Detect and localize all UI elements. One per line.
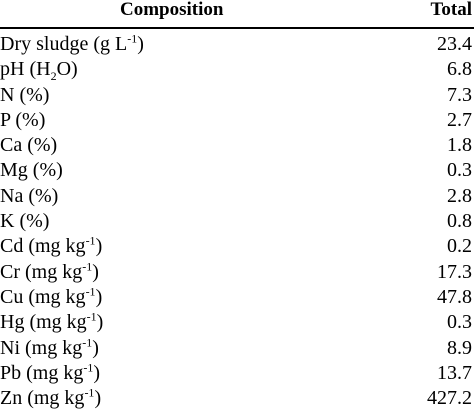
table-row: Zn (mg kg-1) 427.2	[0, 386, 474, 411]
row-value: 1.8	[447, 134, 472, 157]
table-header: Composition Total	[0, 0, 474, 28]
table-row: Pb (mg kg-1) 13.7	[0, 361, 474, 386]
table-row: pH (H2O) 6.8	[0, 57, 474, 82]
row-label: Cd (mg kg-1)	[0, 233, 103, 258]
row-value: 8.9	[447, 336, 472, 359]
row-value: 427.2	[427, 387, 472, 410]
row-value: 47.8	[437, 285, 472, 308]
row-label: Ca (%)	[0, 134, 58, 157]
table-row: N (%) 7.3	[0, 83, 474, 108]
row-value: 2.7	[447, 108, 472, 131]
row-label: Pb (mg kg-1)	[0, 360, 101, 384]
table-row: Cr (mg kg-1) 17.3	[0, 260, 474, 285]
row-value: 0.3	[447, 159, 472, 182]
table-row: Na (%) 2.8	[0, 184, 474, 209]
composition-header: Composition	[120, 0, 224, 20]
table-row: K (%) 0.8	[0, 209, 474, 234]
row-value: 0.2	[447, 235, 472, 258]
total-header: Total	[430, 0, 472, 20]
table-row: Mg (%) 0.3	[0, 158, 474, 183]
row-label: Zn (mg kg-1)	[0, 385, 102, 410]
header-rule	[0, 27, 474, 29]
row-value: 2.8	[447, 184, 472, 207]
row-label: N (%)	[0, 83, 50, 106]
row-label: Cr (mg kg-1)	[0, 259, 99, 283]
table-row: Cu (mg kg-1) 47.8	[0, 285, 474, 310]
table-row: Hg (mg kg-1) 0.3	[0, 310, 474, 335]
table-body: Dry sludge (g L-1) 23.4 pH (H2O) 6.8 N (…	[0, 32, 474, 411]
row-value: 17.3	[437, 260, 472, 283]
row-value: 6.8	[447, 58, 472, 81]
row-value: 0.3	[447, 311, 472, 334]
row-label: K (%)	[0, 210, 50, 233]
row-label: pH (H2O)	[0, 58, 78, 84]
row-label: P (%)	[0, 108, 46, 131]
table-row: Ca (%) 1.8	[0, 133, 474, 158]
row-label: Na (%)	[0, 184, 59, 207]
table-row: Dry sludge (g L-1) 23.4	[0, 32, 474, 57]
table-row: P (%) 2.7	[0, 108, 474, 133]
row-label: Mg (%)	[0, 159, 63, 182]
row-value: 0.8	[447, 210, 472, 233]
table-row: Cd (mg kg-1) 0.2	[0, 234, 474, 259]
row-value: 23.4	[437, 33, 472, 55]
row-label: Cu (mg kg-1)	[0, 284, 103, 308]
row-value: 7.3	[447, 83, 472, 106]
row-label: Dry sludge (g L-1)	[0, 31, 144, 55]
row-label: Ni (mg kg-1)	[0, 334, 99, 359]
row-label: Hg (mg kg-1)	[0, 309, 104, 334]
table-row: Ni (mg kg-1) 8.9	[0, 336, 474, 361]
row-value: 13.7	[437, 361, 472, 384]
